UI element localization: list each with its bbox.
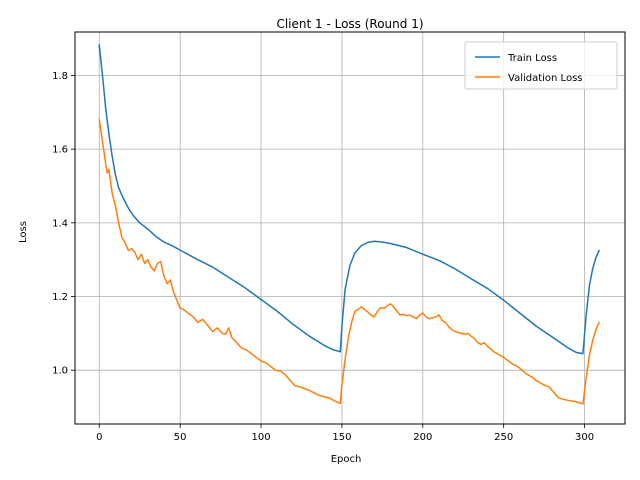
y-tick-label: 1.0 [52,366,68,377]
legend-label-train-loss: Train Loss [507,53,557,64]
y-tick-label: 1.4 [52,218,68,229]
y-tick-label: 1.8 [52,71,68,82]
x-tick-label: 150 [332,432,351,443]
x-tick-label: 300 [575,432,594,443]
x-tick-label: 0 [96,432,102,443]
chart-title: Client 1 - Loss (Round 1) [276,17,423,31]
series-line-train-loss [98,44,600,355]
series-line-validation-loss [98,118,600,405]
legend-label-validation-loss: Validation Loss [508,73,583,84]
y-tick-label: 1.2 [52,292,68,303]
x-tick-label: 200 [413,432,432,443]
y-axis-label: Loss [18,221,29,243]
series-lines [98,44,600,405]
legend: Train Loss Validation Loss [464,41,618,90]
axis-ticks: 0 50 100 150 200 250 300 1.0 1.2 1.4 1.6 1.8 [52,71,594,443]
x-tick-label: 50 [174,432,187,443]
x-tick-label: 250 [494,432,513,443]
y-tick-label: 1.6 [52,145,68,156]
grid [75,32,625,424]
x-axis-label: Epoch [331,454,362,465]
legend-box [464,41,618,90]
x-tick-label: 100 [251,432,270,443]
plot-area-frame [74,31,626,425]
